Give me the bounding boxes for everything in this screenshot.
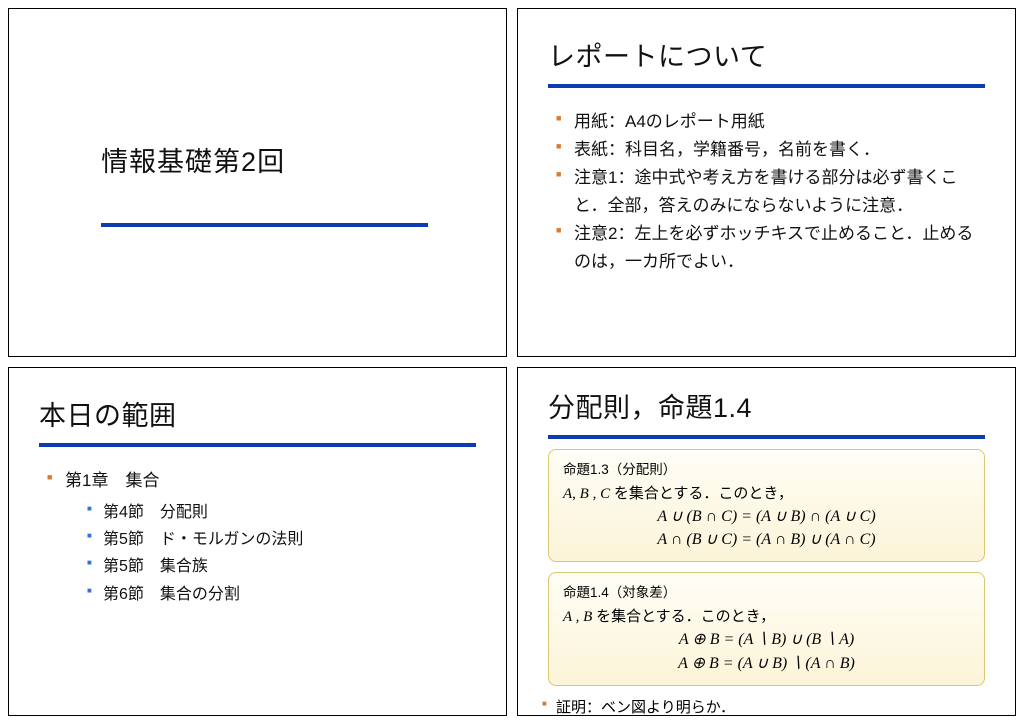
box2-premise-text: を集合とする．このとき， xyxy=(596,608,775,625)
slide3-list: 第1章 集合 第4節 分配則 第5節 ド・モルガンの法則 第5節 集合族 第6節… xyxy=(39,467,476,608)
slide3-sublist: 第4節 分配則 第5節 ド・モルガンの法則 第5節 集合族 第6節 集合の分割 xyxy=(65,499,476,608)
slide2-heading: レポートについて xyxy=(548,35,985,74)
proposition-box-1: 命題1.3（分配則） A, B , C を集合とする．このとき， A ∪ (B … xyxy=(548,449,985,562)
list-sub-item: 第5節 ド・モルガンの法則 xyxy=(87,526,476,553)
box2-vars: A , B xyxy=(563,609,596,625)
box2-premise: A , B を集合とする．このとき， xyxy=(563,605,970,626)
proposition-box-2: 命題1.4（対象差） A , B を集合とする．このとき， A ⊕ B = (A… xyxy=(548,572,985,685)
box1-title: 命題1.3（分配則） xyxy=(563,458,970,478)
slide-proposition: 分配則，命題1.4 命題1.3（分配則） A, B , C を集合とする．このと… xyxy=(517,367,1016,716)
box1-eq1: A ∪ (B ∩ C) = (A ∪ B) ∩ (A ∪ C) xyxy=(563,505,970,528)
slide-report-notes: レポートについて 用紙：A4のレポート用紙 表紙：科目名，学籍番号，名前を書く．… xyxy=(517,8,1016,357)
box2-eq2: A ⊕ B = (A ∪ B) ∖ (A ∩ B) xyxy=(563,652,970,675)
box1-eq2: A ∩ (B ∪ C) = (A ∩ B) ∪ (A ∩ C) xyxy=(563,528,970,551)
list-item: 注意1：途中式や考え方を書ける部分は必ず書くこと．全部，答えのみにならないように… xyxy=(556,164,985,220)
slide-title: 情報基礎第2回 xyxy=(8,8,507,357)
list-sub-item: 第5節 集合族 xyxy=(87,553,476,580)
slide2-rule xyxy=(548,84,985,88)
chapter-label: 第1章 集合 xyxy=(65,471,159,490)
list-sub-item: 第6節 集合の分割 xyxy=(87,581,476,608)
box2-eq1: A ⊕ B = (A ∖ B) ∪ (B ∖ A) xyxy=(563,628,970,651)
slide2-list: 用紙：A4のレポート用紙 表紙：科目名，学籍番号，名前を書く． 注意1：途中式や… xyxy=(548,108,985,276)
slide4-heading: 分配則，命題1.4 xyxy=(548,386,985,425)
list-item: 表紙：科目名，学籍番号，名前を書く． xyxy=(556,136,985,164)
slide3-heading: 本日の範囲 xyxy=(39,394,476,433)
list-item: 注意2：左上を必ずホッチキスで止めること．止めるのは，一カ所でよい． xyxy=(556,220,985,276)
box1-vars: A, B , C xyxy=(563,486,614,502)
list-sub-item: 第4節 分配則 xyxy=(87,499,476,526)
title-rule xyxy=(101,223,428,227)
slide4-rule xyxy=(548,435,985,439)
title-box: 情報基礎第2回 xyxy=(87,140,428,227)
list-item: 第1章 集合 第4節 分配則 第5節 ド・モルガンの法則 第5節 集合族 第6節… xyxy=(47,467,476,608)
box1-premise-text: を集合とする．このとき， xyxy=(614,485,793,502)
box1-premise: A, B , C を集合とする．このとき， xyxy=(563,482,970,503)
slide3-rule xyxy=(39,443,476,447)
proof-note: 証明：ベン図より明らか． xyxy=(548,696,985,716)
list-item: 用紙：A4のレポート用紙 xyxy=(556,108,985,136)
slide-today-range: 本日の範囲 第1章 集合 第4節 分配則 第5節 ド・モルガンの法則 第5節 集… xyxy=(8,367,507,716)
course-title: 情報基礎第2回 xyxy=(101,140,428,179)
box2-title: 命題1.4（対象差） xyxy=(563,581,970,601)
